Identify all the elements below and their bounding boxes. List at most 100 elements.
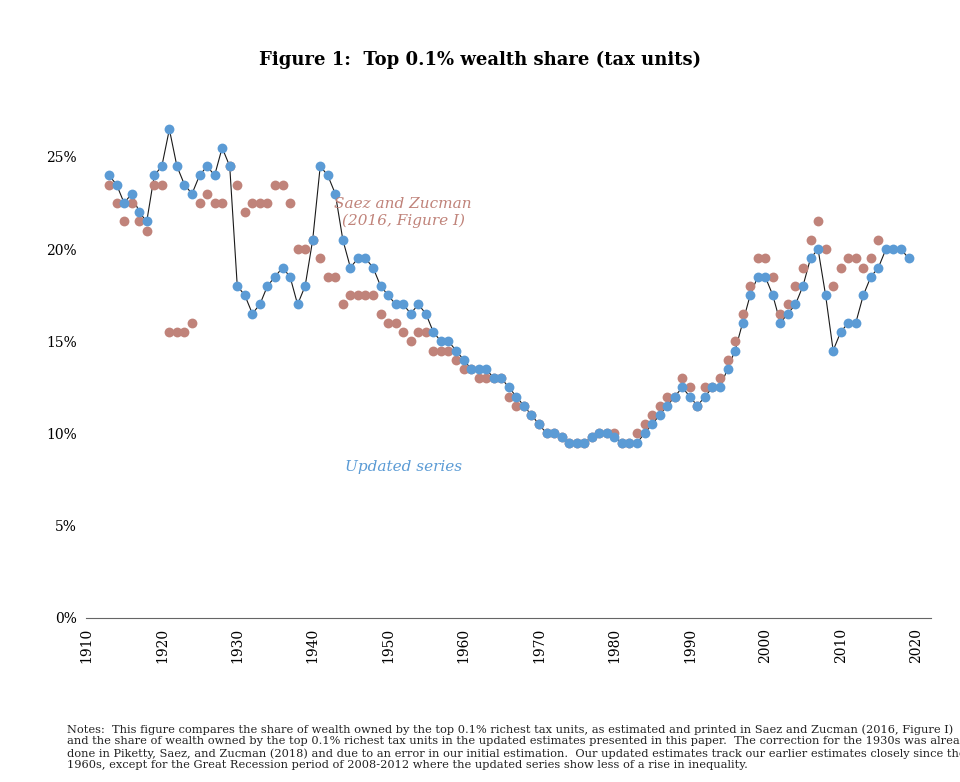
Point: [478, 372, 493, 385]
Point: [848, 252, 863, 264]
Point: [260, 280, 276, 292]
Point: [290, 298, 305, 310]
Point: [155, 160, 170, 172]
Point: [350, 289, 366, 301]
Point: [177, 326, 192, 339]
Point: [207, 197, 223, 210]
Point: [848, 317, 863, 329]
Point: [214, 197, 229, 210]
Point: [554, 431, 569, 443]
Point: [184, 317, 200, 329]
Point: [380, 289, 396, 301]
Point: [636, 427, 652, 439]
Point: [486, 372, 501, 385]
Point: [448, 353, 464, 366]
Point: [833, 326, 849, 339]
Point: [132, 206, 147, 218]
Point: [320, 169, 335, 181]
Point: [735, 317, 751, 329]
Point: [252, 298, 268, 310]
Point: [419, 307, 434, 320]
Point: [161, 326, 177, 339]
Text: Figure 1:  Top 0.1% wealth share (tax units): Figure 1: Top 0.1% wealth share (tax uni…: [259, 51, 701, 69]
Point: [689, 400, 705, 412]
Point: [863, 252, 878, 264]
Point: [841, 252, 856, 264]
Point: [516, 400, 532, 412]
Point: [531, 418, 546, 430]
Point: [750, 252, 765, 264]
Point: [478, 363, 493, 375]
Point: [735, 307, 751, 320]
Point: [818, 289, 833, 301]
Point: [509, 400, 524, 412]
Point: [433, 344, 448, 357]
Point: [871, 261, 886, 274]
Point: [260, 197, 276, 210]
Point: [788, 280, 804, 292]
Point: [102, 178, 117, 191]
Point: [630, 436, 645, 449]
Point: [214, 142, 229, 154]
Point: [818, 243, 833, 256]
Point: [562, 436, 577, 449]
Point: [298, 243, 313, 256]
Point: [636, 418, 652, 430]
Point: [591, 427, 607, 439]
Point: [501, 381, 516, 393]
Point: [372, 307, 388, 320]
Point: [169, 160, 184, 172]
Point: [886, 243, 901, 256]
Point: [102, 169, 117, 181]
Point: [795, 261, 810, 274]
Point: [539, 427, 554, 439]
Point: [147, 178, 162, 191]
Point: [388, 317, 403, 329]
Point: [267, 271, 282, 283]
Point: [697, 390, 712, 403]
Point: [720, 363, 735, 375]
Point: [275, 178, 290, 191]
Point: [569, 436, 585, 449]
Point: [773, 317, 788, 329]
Point: [245, 307, 260, 320]
Point: [524, 409, 540, 421]
Point: [546, 427, 562, 439]
Point: [267, 178, 282, 191]
Point: [826, 344, 841, 357]
Point: [366, 289, 381, 301]
Point: [863, 271, 878, 283]
Point: [200, 188, 215, 200]
Point: [229, 280, 245, 292]
Point: [192, 169, 207, 181]
Point: [614, 436, 630, 449]
Point: [773, 307, 788, 320]
Point: [652, 409, 667, 421]
Point: [237, 289, 252, 301]
Point: [742, 280, 757, 292]
Point: [509, 390, 524, 403]
Point: [155, 178, 170, 191]
Point: [562, 436, 577, 449]
Point: [305, 234, 321, 246]
Text: Saez and Zucman
(2016, Figure I): Saez and Zucman (2016, Figure I): [334, 197, 472, 228]
Point: [343, 261, 358, 274]
Point: [683, 381, 698, 393]
Point: [298, 280, 313, 292]
Point: [554, 431, 569, 443]
Point: [456, 363, 471, 375]
Point: [855, 289, 871, 301]
Point: [757, 271, 773, 283]
Point: [124, 197, 139, 210]
Point: [108, 197, 124, 210]
Point: [425, 326, 441, 339]
Point: [757, 252, 773, 264]
Point: [622, 436, 637, 449]
Point: [660, 400, 675, 412]
Point: [584, 431, 599, 443]
Point: [139, 215, 155, 228]
Point: [486, 372, 501, 385]
Point: [546, 427, 562, 439]
Point: [433, 335, 448, 347]
Point: [327, 188, 343, 200]
